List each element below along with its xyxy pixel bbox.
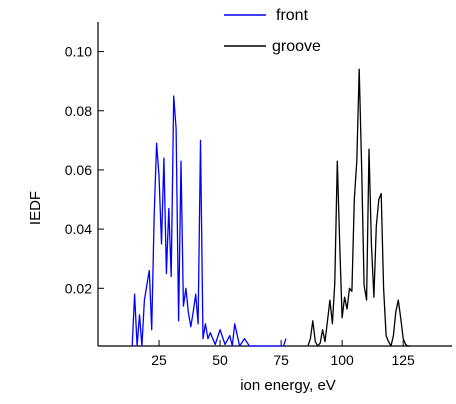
x-tick-label: 50 — [212, 352, 228, 368]
x-tick-label: 100 — [330, 352, 354, 368]
series-line-groove — [307, 68, 411, 347]
x-tick-label: 125 — [391, 352, 415, 368]
series-line-front — [131, 95, 287, 347]
x-tick-label: 25 — [151, 352, 167, 368]
legend-label-groove: groove — [272, 38, 321, 55]
x-axis-ticks: 25 50 75 100 125 — [151, 340, 415, 368]
y-tick-label: 0.08 — [65, 103, 92, 119]
y-axis-title: IEDF — [27, 191, 44, 225]
y-tick-label: 0.06 — [65, 162, 92, 178]
y-tick-label: 0.02 — [65, 280, 92, 296]
x-axis-title: ion energy, eV — [240, 377, 336, 394]
plot-area: 25 50 75 100 125 0.02 0.04 0.06 0.08 0.10 — [65, 22, 452, 368]
x-tick-label: 75 — [273, 352, 289, 368]
series-lines — [131, 68, 411, 347]
y-tick-label: 0.10 — [65, 44, 92, 60]
y-axis-ticks: 0.02 0.04 0.06 0.08 0.10 — [65, 44, 104, 296]
y-tick-label: 0.04 — [65, 221, 92, 237]
legend: front groove — [224, 7, 321, 55]
legend-label-front: front — [276, 7, 309, 24]
